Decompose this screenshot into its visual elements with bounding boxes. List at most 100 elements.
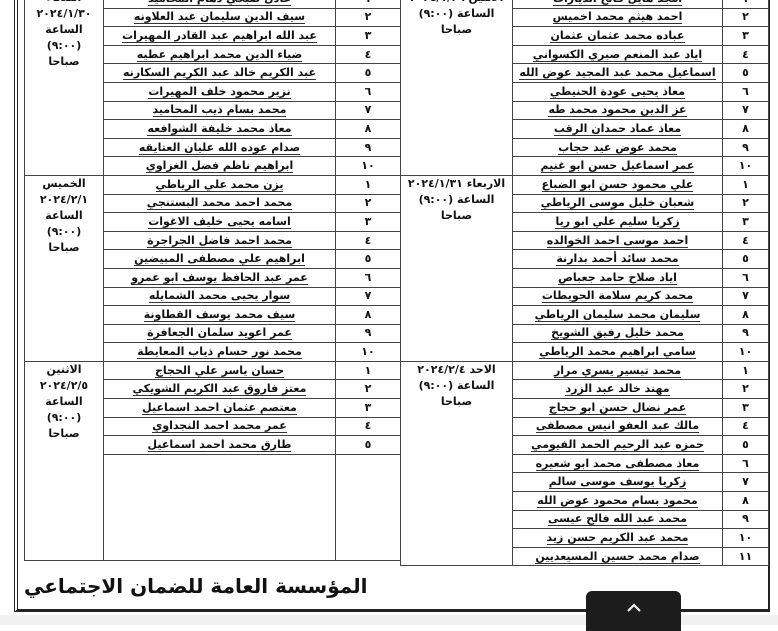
session-date-line: صباحا <box>440 208 473 222</box>
table-row: ٥ حمزه عبد الرحيم الحمد الفيومي <box>401 435 769 455</box>
applicant-name: حسان ياسر علي الحجاج <box>155 363 284 378</box>
session-date-line: الساعة <box>45 394 83 408</box>
session-date-line: ٢٠٢٤/٢/١ <box>39 192 89 206</box>
table-row: ٨ سليمان محمد سليمان الرياطي <box>401 305 769 325</box>
applicant-name: معاذ محمد خليفة الشوافعه <box>147 121 292 136</box>
table-row: ٦ معاذ يحيى عودة الحنيطي <box>401 81 769 102</box>
session-date-line: صباحا <box>440 394 473 408</box>
applicant-name-cell: عمر نضال حسن ابو حجاج <box>512 398 723 418</box>
table-row: ٢ مهند خالد عبد الزرد <box>401 379 769 400</box>
session-date-line: صباحا <box>48 426 80 440</box>
empty-cell <box>103 542 336 562</box>
viewer-background <box>0 615 778 625</box>
table-row: ٧ زكريا يوسف موسى سالم <box>401 472 769 493</box>
applicant-name: علي محمود حسن ابو الضباع <box>541 177 694 192</box>
applicant-name: محمد احمد فاضل الجراجرة <box>147 233 292 248</box>
applicant-name-cell: احمد موسى احمد الخوالده <box>512 230 723 251</box>
schedule-table-left: ١ عادل صبحي دهام المحاميد الثلاثاء٢٠٢٤/١/٣… <box>24 0 401 562</box>
table-row: ٧ سوار يحيى محمد الشمايله <box>25 286 401 307</box>
row-number: ٤ <box>722 230 769 251</box>
applicant-name-cell: عمر اعويد سلمان الجعافرة <box>103 323 336 344</box>
applicant-name-cell: شعبان خليل موسى الرياطي <box>512 193 723 214</box>
empty-row <box>25 542 401 562</box>
applicant-name-cell: معاذ يحيى عودة الحنيطي <box>512 81 723 102</box>
row-number: ١٠ <box>335 156 401 176</box>
empty-row <box>25 525 401 543</box>
applicant-name: مهند خالد عبد الزرد <box>565 382 670 397</box>
scroll-up-button[interactable] <box>586 591 681 631</box>
table-row: ٧ محمد كريم سلامة الحويطات <box>401 286 769 307</box>
row-number: ١٠ <box>722 156 769 176</box>
session-date-line: الساعة <box>45 23 83 36</box>
applicant-name-cell: عمر محمد احمد النجداوي <box>103 416 336 437</box>
row-number: ١ <box>335 360 401 381</box>
applicant-name-cell: صدام عوده الله عليان العتايقه <box>103 137 336 158</box>
applicant-name-cell: معتز فاروق عبد الكريم الشويكي <box>103 379 336 400</box>
applicant-name: ضياء الدين محمد ابراهيم عطيه <box>136 47 303 62</box>
applicant-name-cell: معتصم عثمان احمد اسماعيل <box>103 398 336 418</box>
applicant-name: عمر محمد احمد النجداوي <box>152 419 287 434</box>
row-number: ٢ <box>722 7 769 28</box>
table-row: ١ محمد تيسير يسري مرار الاحد ٢٠٢٤/٢/٤ الساع… <box>400 360 769 567</box>
table-row: ٩ محمد عوض عيد حجاب <box>401 137 769 158</box>
applicant-name-cell: امجد هايل فالح الديارات <box>512 0 723 9</box>
applicant-name: محمد عوض عيد حجاب <box>558 140 677 155</box>
applicant-name: محمد عبد الله فالح عيسى <box>548 512 687 527</box>
table-row: ٦ نزير محمود خلف المهيرات <box>25 81 401 102</box>
applicant-name-cell: حسان ياسر علي الحجاج <box>103 360 336 381</box>
row-number: ٨ <box>335 305 401 325</box>
applicant-name-cell: سيف الدين سليمان عبد العلاونه <box>103 7 336 28</box>
row-number: ١ <box>722 360 769 381</box>
applicant-name: محمد احمد محمد البستنجي <box>146 196 293 211</box>
row-number: ٧ <box>722 472 769 493</box>
applicant-name: محمد نور حسام ذياب المعايطة <box>137 345 302 360</box>
row-number: ١ <box>722 0 769 9</box>
session-date-line: (٩:٠٠) <box>46 39 82 52</box>
applicant-name: شعبان خليل موسى الرياطي <box>540 196 695 211</box>
applicant-name-cell: زكريا سليم علي ابو ريا <box>512 212 723 232</box>
row-number: ٦ <box>722 453 769 474</box>
applicant-name: محمود بسام محمود عوض الله <box>537 493 698 508</box>
applicant-name: احمد هيثم محمد اخميس <box>552 10 683 25</box>
table-row: ٨ محمود بسام محمود عوض الله <box>401 491 769 511</box>
empty-cell <box>335 490 401 508</box>
table-row: ٣ عمر نضال حسن ابو حجاج <box>401 398 769 418</box>
applicant-name: سليمان محمد سليمان الرياطي <box>534 307 701 322</box>
row-number: ١١ <box>722 546 769 567</box>
row-number: ٢ <box>335 7 401 28</box>
table-row: ١ يزن محمد علي الرياطي الخميس ٢٠٢٤/٢/١ الساع… <box>24 174 401 362</box>
table-row: ١ حسان ياسر علي الحجاج الاثنين ٢٠٢٤/٢/٥ السا… <box>24 360 401 562</box>
applicant-name-cell: زكريا يوسف موسى سالم <box>512 472 723 493</box>
session-date-line: الساعة (٩:٠٠) <box>418 192 495 206</box>
row-number: ٢ <box>722 193 769 214</box>
session-date-cell: الاثنين ٢٠٢٤/٢/٥ الساعة (٩:٠٠) صباحا <box>24 360 104 562</box>
row-number: ١٠ <box>722 528 769 548</box>
applicant-name-cell: عمر اسماعيل حسن ابو غنيم <box>512 156 723 176</box>
table-row: ٤ اياد عبد المنعم صبري الكسواني <box>401 44 769 65</box>
applicant-name: عبد الكريم خالد عبد الكريم السكارنه <box>123 66 316 81</box>
row-number: ٩ <box>722 137 769 158</box>
table-row: ١١ صدام محمد حسين المسيعديين <box>401 546 769 567</box>
applicant-name: ابراهيم علي مصطفى المبيضين <box>134 252 305 267</box>
row-number: ٤ <box>335 44 401 65</box>
row-number: ٩ <box>722 323 769 344</box>
applicant-name: زكريا سليم علي ابو ريا <box>555 214 680 229</box>
row-number: ٦ <box>335 81 401 102</box>
empty-row <box>25 507 401 526</box>
empty-cell <box>103 490 336 508</box>
table-row: ٤ ضياء الدين محمد ابراهيم عطيه <box>25 44 401 65</box>
empty-cell <box>335 507 401 526</box>
applicant-name: معاذ عماد حمدان الرقب <box>553 121 682 136</box>
table-row: ٩ صدام عوده الله عليان العتايقه <box>25 137 401 158</box>
table-row: ٢ محمد احمد محمد البستنجي <box>25 193 401 214</box>
applicant-name: يزن محمد علي الرياطي <box>155 177 284 192</box>
applicant-name: سامي ابراهيم محمد الرياطي <box>539 345 696 360</box>
applicant-name-cell: محمد تيسير يسري مرار <box>512 360 723 381</box>
session-date-cell: الثلاثاء٢٠٢٤/١/٣٠ الساعة (٩:٠٠) صباحا <box>24 0 104 176</box>
applicant-name-cell: سيف محمد يوسف القطاونة <box>103 305 336 325</box>
table-row: ٦ اياد صلاح حامد جعباص <box>401 267 769 288</box>
applicant-name: اياد صلاح حامد جعباص <box>558 270 677 285</box>
row-number: ١ <box>722 174 769 195</box>
applicant-name: اسامه يحيى خليف الاغوات <box>148 214 291 229</box>
applicant-name: مالك عبد العفو انيس مصطفى <box>535 419 700 434</box>
